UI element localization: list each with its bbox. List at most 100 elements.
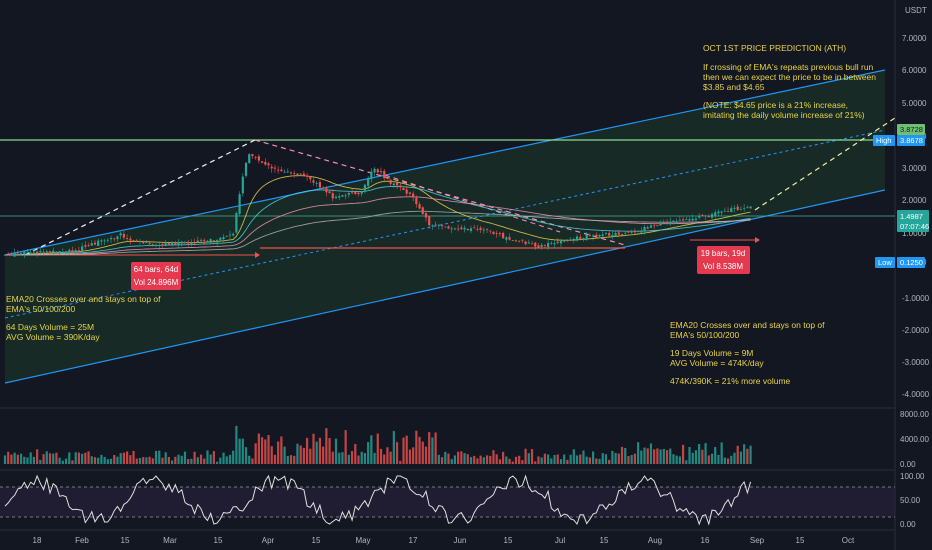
volume-bar — [746, 448, 749, 464]
volume-bar — [97, 457, 100, 464]
volume-bar — [357, 455, 360, 464]
volume-bar — [190, 458, 193, 464]
candle-body — [707, 216, 710, 217]
candle-body — [251, 154, 254, 157]
candle-body — [180, 241, 183, 244]
volume-bar — [138, 457, 142, 464]
volume-bar — [489, 455, 492, 464]
candle-body — [48, 251, 52, 252]
candle-body — [232, 233, 235, 236]
candle-body — [582, 238, 585, 240]
measure-box-left-line2: Vol 24.896M — [134, 278, 179, 287]
candle-body — [521, 239, 524, 241]
candle-body — [286, 171, 289, 173]
volume-bar — [418, 436, 421, 464]
candle-body — [428, 216, 431, 226]
measure-arrowhead-right — [755, 237, 760, 243]
volume-bar — [363, 453, 367, 464]
volume-bar — [3, 455, 7, 464]
note-top-line: $3.85 and $4.65 — [703, 82, 765, 92]
candle-body — [418, 204, 421, 209]
volume-bar — [19, 453, 23, 464]
candle-body — [318, 182, 322, 188]
oscillator-axis: 100.00 50.00 0.00 — [900, 472, 925, 529]
candle-body — [100, 240, 103, 242]
volume-bar — [135, 458, 138, 464]
candle-body — [228, 234, 232, 236]
volume-bar — [225, 456, 228, 464]
volume-bar — [588, 457, 591, 464]
candle-body — [476, 228, 479, 230]
volume-bar — [511, 461, 514, 464]
volume-bar — [142, 457, 145, 464]
volume-bar — [206, 450, 209, 464]
candle-body — [87, 245, 90, 247]
volume-bar — [187, 459, 190, 464]
candle-body — [52, 250, 55, 253]
candle-body — [447, 226, 450, 229]
volume-bar — [106, 459, 109, 464]
candle-body — [244, 162, 248, 176]
volume-bar — [93, 457, 97, 464]
volume-bar — [453, 455, 457, 464]
candle-body — [328, 191, 331, 194]
volume-bar — [222, 452, 225, 464]
volume-bar — [534, 461, 537, 464]
measure-box-left: 64 bars, 64d Vol 24.896M — [131, 262, 181, 290]
ema-line — [5, 175, 751, 256]
price-tick-label: -1.0000 — [902, 294, 930, 303]
volume-bar — [717, 454, 720, 464]
candle-body — [688, 219, 691, 221]
time-axis[interactable]: 18 Feb 15 Mar 15 Apr 15 May 17 Jun 15 Jul 15 Aug 16 Sep… — [33, 536, 855, 545]
candle-body — [453, 228, 457, 230]
note-left: EMA20 Crosses over and stays on top of E… — [6, 294, 161, 342]
volume-bar — [196, 457, 199, 464]
candle-body — [10, 254, 13, 256]
volume-bar — [694, 450, 698, 464]
volume-bar — [527, 453, 530, 464]
volume-bar — [248, 455, 251, 464]
volume-bar — [193, 451, 196, 464]
time-tick-label: 15 — [121, 536, 130, 545]
volume-bar — [502, 451, 505, 464]
candle-body — [167, 242, 170, 245]
note-top-line: then we can expect the price to be in be… — [703, 72, 876, 82]
ema-lines — [5, 175, 751, 256]
volume-bar — [482, 457, 485, 464]
volume-bar — [723, 457, 726, 464]
volume-bar — [473, 455, 476, 464]
candle-body — [399, 185, 402, 188]
volume-bar — [32, 456, 36, 464]
candle-body — [331, 193, 334, 199]
current-price-label: 1.4987 07:07:46 — [897, 210, 929, 232]
candle-body — [254, 157, 257, 159]
candle-body — [260, 161, 264, 163]
candle-body — [730, 208, 733, 213]
candle-body — [649, 225, 653, 228]
volume-bar — [309, 448, 312, 464]
candle-body — [440, 225, 444, 227]
volume-bar — [64, 458, 68, 464]
candle-body — [61, 251, 64, 253]
candle-body — [13, 252, 16, 257]
candle-body — [444, 226, 447, 228]
candle-body — [209, 239, 212, 242]
candle-body — [617, 232, 620, 235]
volume-bar — [678, 456, 681, 464]
candle-body — [341, 195, 344, 197]
candle-body — [36, 251, 39, 254]
volume-bar — [219, 457, 222, 464]
note-right: EMA20 Crosses over and stays on top of E… — [670, 320, 825, 386]
candle-body — [280, 169, 283, 172]
volume-bar — [61, 460, 64, 464]
volume-bar — [55, 452, 58, 464]
candle-body — [145, 242, 148, 244]
volume-bar — [720, 442, 723, 464]
volume-bar — [447, 453, 450, 464]
volume-bar — [739, 451, 743, 464]
candle-body — [109, 238, 113, 240]
candle-body — [588, 235, 591, 237]
candle-body — [379, 171, 383, 173]
note-top-line: OCT 1ST PRICE PREDICTION (ATH) — [703, 43, 846, 53]
volume-bar — [209, 454, 212, 464]
